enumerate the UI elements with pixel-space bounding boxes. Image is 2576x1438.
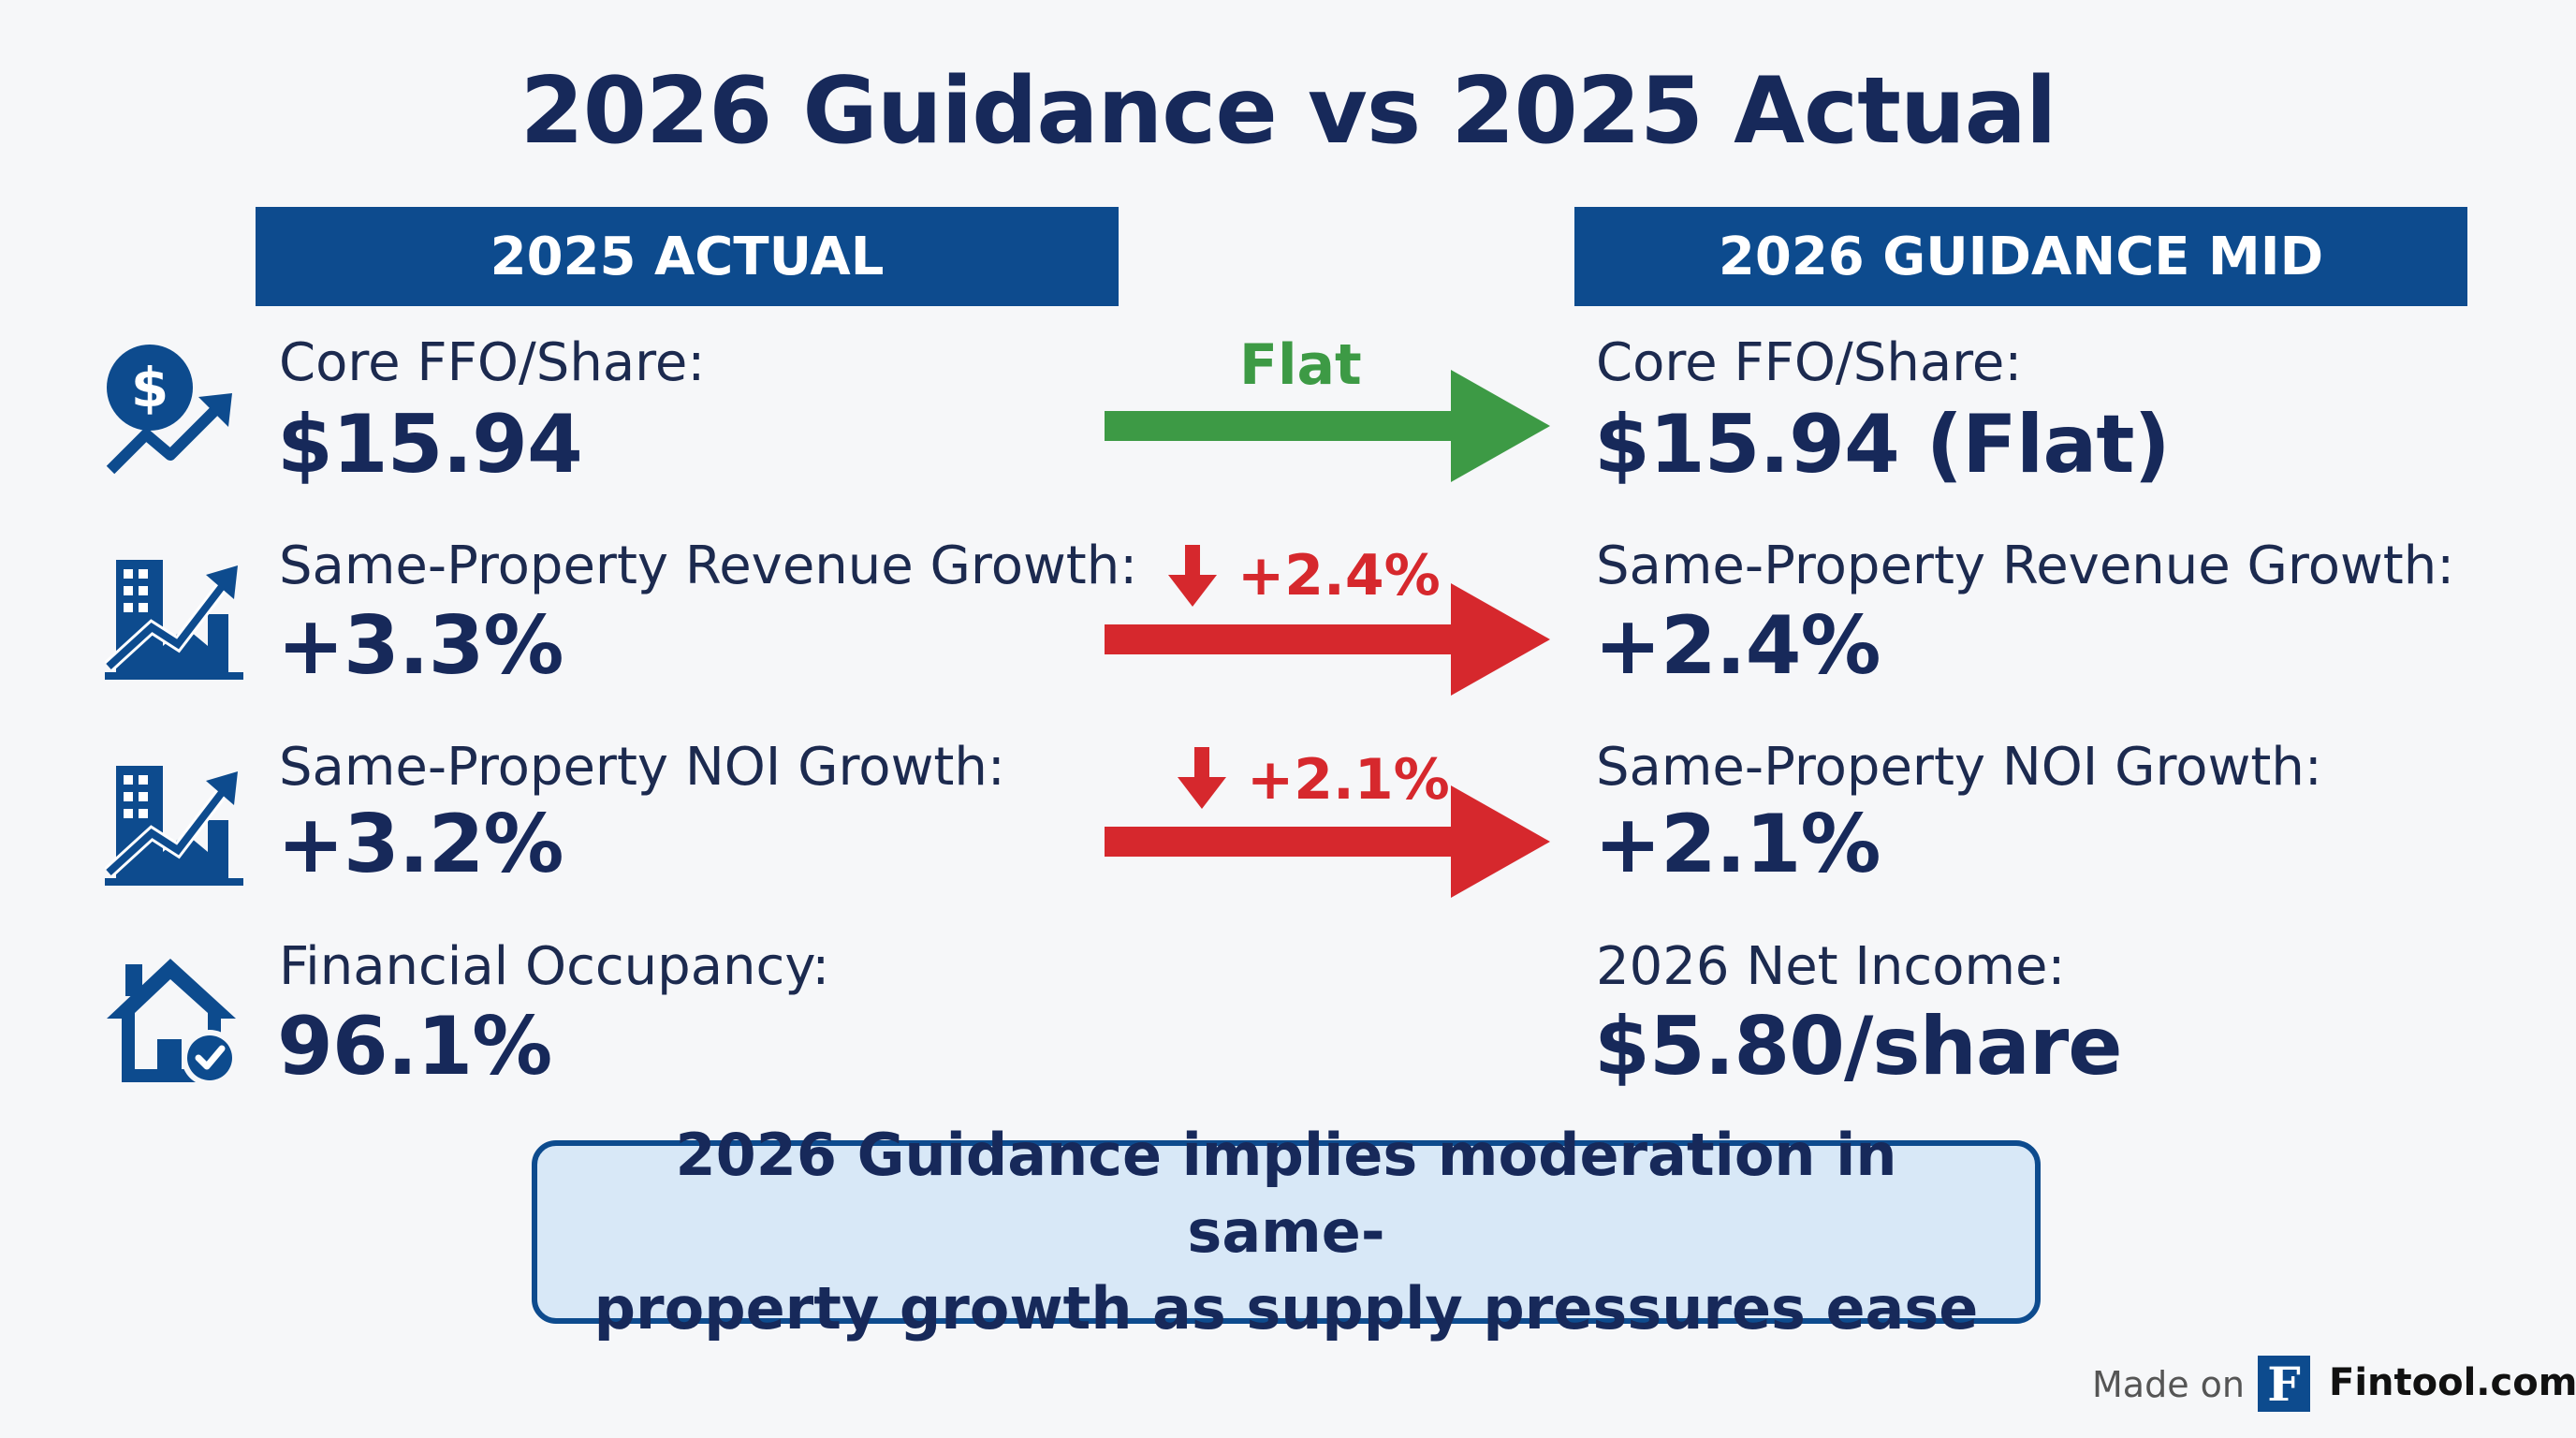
- left-value-occupancy: 96.1%: [277, 1000, 552, 1093]
- left-value-noi-growth: +3.2%: [277, 798, 564, 891]
- change-label-noi-growth: +2.1%: [1247, 747, 1450, 813]
- summary-line-1: 2026 Guidance implies moderation in same…: [675, 1121, 1897, 1266]
- change-label-revenue-growth: +2.4%: [1237, 543, 1441, 609]
- right-label-noi-growth: Same-Property NOI Growth:: [1596, 737, 2322, 798]
- building-growth-icon: [105, 560, 243, 680]
- left-value-revenue-growth: +3.3%: [277, 599, 564, 693]
- summary-callout: 2026 Guidance implies moderation in same…: [532, 1121, 2041, 1343]
- right-value-noi-growth: +2.1%: [1594, 798, 1881, 891]
- building-growth-icon: [105, 766, 243, 886]
- right-label-revenue-growth: Same-Property Revenue Growth:: [1596, 536, 2455, 596]
- left-label-revenue-growth: Same-Property Revenue Growth:: [279, 536, 1138, 596]
- column-header-2025-actual: 2025 ACTUAL: [256, 207, 1119, 306]
- page-title: 2026 Guidance vs 2025 Actual: [520, 58, 2057, 165]
- dollar-growth-icon: $: [106, 345, 232, 475]
- right-value-net-income: $5.80/share: [1594, 1000, 2123, 1093]
- footer-brand: Fintool.com: [2329, 1361, 2576, 1404]
- right-label-core-ffo: Core FFO/Share:: [1596, 332, 2023, 393]
- left-value-core-ffo: $15.94: [277, 398, 583, 492]
- house-check-icon: [107, 959, 238, 1086]
- column-header-2026-guidance: 2026 GUIDANCE MID: [1574, 207, 2467, 306]
- right-label-net-income: 2026 Net Income:: [1596, 936, 2066, 997]
- summary-line-2: property growth as supply pressures ease: [593, 1274, 1979, 1343]
- down-arrow-icon: [1178, 747, 1226, 809]
- right-value-revenue-growth: +2.4%: [1594, 599, 1881, 693]
- left-label-occupancy: Financial Occupancy:: [279, 936, 830, 997]
- arrow-right-icon-green: [1105, 370, 1550, 482]
- arrow-right-icon-red: [1105, 583, 1550, 696]
- svg-text:$: $: [131, 356, 168, 419]
- down-arrow-icon: [1168, 545, 1217, 607]
- right-value-core-ffo: $15.94 (Flat): [1594, 398, 2171, 492]
- arrow-right-icon-red: [1105, 785, 1550, 898]
- change-label-core-ffo: Flat: [1239, 332, 1362, 398]
- left-label-core-ffo: Core FFO/Share:: [279, 332, 706, 393]
- fintool-logo-icon: F: [2258, 1356, 2310, 1412]
- left-label-noi-growth: Same-Property NOI Growth:: [279, 737, 1005, 798]
- footer-made-on: Made on: [2092, 1364, 2245, 1405]
